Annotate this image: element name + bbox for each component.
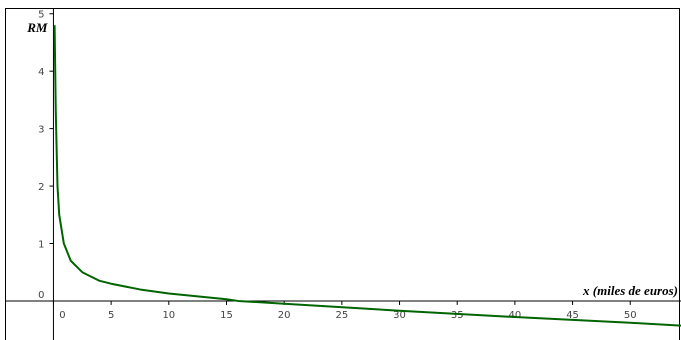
y-tick-label: 0 <box>38 290 44 301</box>
x-tick-label: 50 <box>624 310 637 321</box>
x-tick-label: 15 <box>220 310 233 321</box>
x-tick-label: 20 <box>278 310 291 321</box>
x-tick-label: 25 <box>335 310 348 321</box>
x-tick-label: 5 <box>108 310 114 321</box>
x-tick-label: 40 <box>509 310 522 321</box>
x-tick-label: 45 <box>566 310 579 321</box>
x-axis-title: x (miles de euros) <box>582 283 678 298</box>
y-tick-label: 3 <box>38 125 44 136</box>
x-tick-label: 0 <box>59 310 65 321</box>
x-tick-label: 30 <box>393 310 406 321</box>
curve <box>53 25 681 327</box>
plot-frame <box>5 8 680 340</box>
y-tick-label: 2 <box>38 182 44 193</box>
x-tick-label: 10 <box>162 310 175 321</box>
y-tick-label: 4 <box>38 67 44 78</box>
x-tick-label: 35 <box>451 310 464 321</box>
y-axis-title: RM <box>26 20 48 35</box>
y-tick-label: 1 <box>38 240 44 251</box>
y-tick-label: 5 <box>38 10 44 21</box>
